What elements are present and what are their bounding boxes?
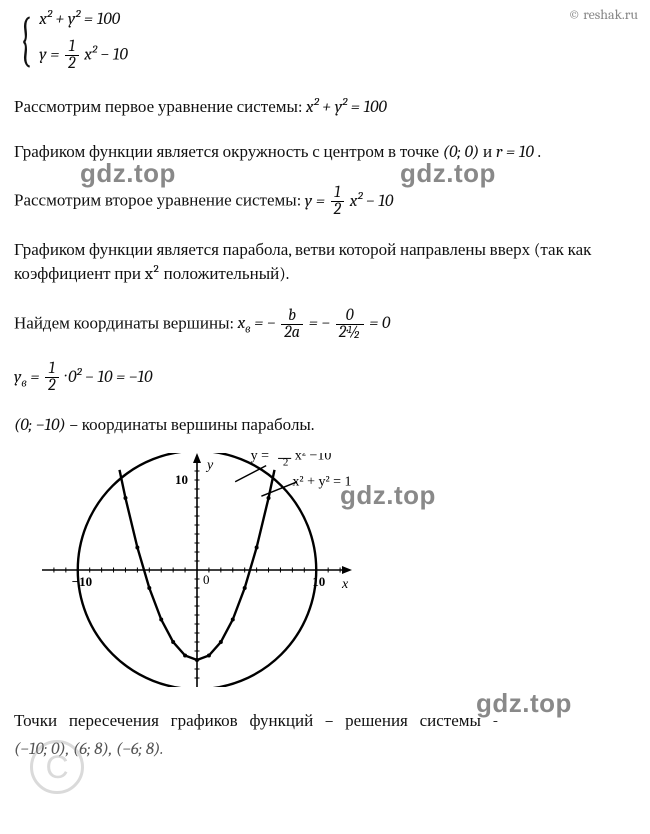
- circle-parabola-chart: −1010100xyy = 12x² −10x² + y² = 100: [42, 453, 352, 687]
- svg-text:y: y: [205, 458, 214, 473]
- system-eq2: y = 1 2 x² − 10: [39, 39, 128, 72]
- text: Рассмотрим второе уравнение системы:: [14, 192, 305, 211]
- paragraph-3: Рассмотрим второе уравнение системы: y =…: [14, 185, 636, 218]
- text: Рассмотрим первое уравнение системы:: [14, 98, 306, 117]
- frac-den: 2a: [281, 325, 303, 341]
- eq2-suffix: x² − 10: [84, 45, 128, 64]
- math-inline: r = 10: [496, 143, 534, 162]
- text: y =: [305, 192, 329, 211]
- svg-text:y =: y =: [251, 453, 270, 463]
- svg-text:10: 10: [175, 472, 188, 487]
- system-eq1: x² + y² = 100: [39, 8, 128, 33]
- text: Графиком функции является окружность с ц…: [14, 143, 443, 162]
- copyright-icon: C: [30, 740, 84, 794]
- chart-container: −1010100xyy = 12x² −10x² + y² = 100: [42, 453, 636, 696]
- fraction: 0 2·½: [336, 308, 364, 341]
- math-inline: yв = 1 2 · 0² − 10 = −10: [14, 368, 152, 387]
- watermark-gdz: gdz.top: [476, 688, 572, 719]
- svg-text:x: x: [341, 577, 349, 592]
- footer-coords: (−10; 0), (6; 8), (−6; 8).: [14, 738, 636, 763]
- frac-den: 2: [331, 202, 344, 218]
- text: – координаты вершины параболы.: [69, 416, 314, 435]
- svg-text:−10: −10: [72, 574, 92, 589]
- frac-den: 2·½: [336, 325, 364, 341]
- text: = −: [309, 314, 334, 333]
- fraction: 1 2: [45, 361, 58, 394]
- text: · 0² − 10 = −10: [64, 368, 152, 387]
- frac-den: 2: [45, 378, 58, 394]
- text: x² − 10: [350, 192, 394, 211]
- svg-text:x² −10: x² −10: [295, 453, 332, 463]
- equation-system: { x² + y² = 100 y = 1 2 x² − 10: [14, 8, 636, 72]
- svg-text:1: 1: [283, 453, 289, 456]
- math-inline: x² + y² = 100: [306, 98, 387, 117]
- svg-text:2: 2: [283, 457, 289, 469]
- watermark-reshak: © reshak.ru: [568, 6, 638, 23]
- fraction: 1 2: [331, 185, 344, 218]
- frac-den: 2: [65, 56, 78, 72]
- paragraph-7: (0; −10) – координаты вершины параболы.: [14, 414, 636, 439]
- watermark-gdz: gdz.top: [400, 158, 496, 189]
- svg-text:0: 0: [203, 572, 210, 587]
- paragraph-5: Найдем координаты вершины: xв = − b 2a =…: [14, 308, 636, 341]
- paragraph-4: Графиком функции является парабола, ветв…: [14, 239, 636, 288]
- text: = 0: [369, 314, 390, 333]
- paragraph-1: Рассмотрим первое уравнение системы: x² …: [14, 96, 636, 121]
- math-inline: xв = − b 2a = − 0 2·½ = 0: [238, 314, 391, 333]
- paragraph-6: yв = 1 2 · 0² − 10 = −10: [14, 361, 636, 394]
- text: Найдем координаты вершины:: [14, 314, 238, 333]
- fraction: 1 2: [65, 39, 78, 72]
- watermark-gdz: gdz.top: [340, 480, 436, 511]
- math-inline: y = 1 2 x² − 10: [305, 192, 394, 211]
- brace-icon: {: [19, 19, 32, 61]
- math-inline: (0; −10): [14, 416, 66, 435]
- watermark-gdz: gdz.top: [80, 158, 176, 189]
- fraction: b 2a: [281, 308, 303, 341]
- eq2-prefix: y =: [39, 45, 63, 64]
- text: .: [538, 143, 542, 162]
